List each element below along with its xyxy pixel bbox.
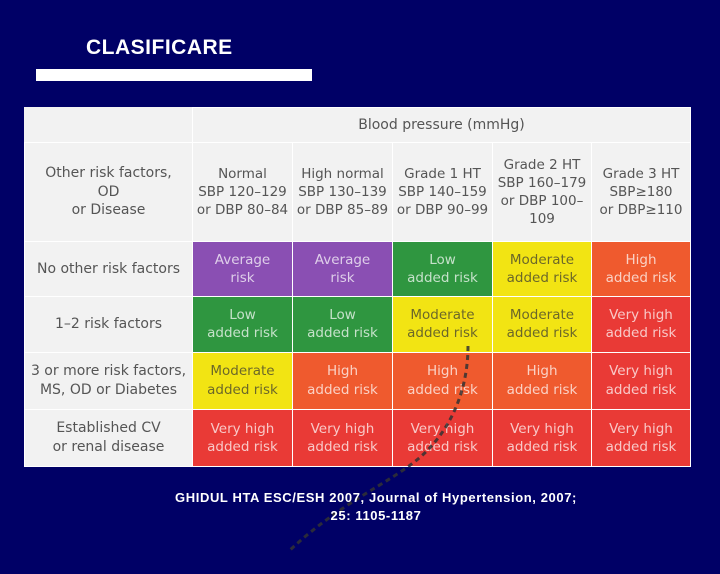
risk-cell: Low added risk: [392, 240, 493, 298]
risk-cell: Very high added risk: [192, 408, 293, 468]
blank-corner-top: [24, 107, 193, 143]
risk-cell: Moderate added risk: [392, 296, 493, 353]
row-label-3-or-more: 3 or more risk factors, MS, OD or Diabete…: [24, 351, 193, 410]
source-caption: GHIDUL HTA ESC/ESH 2007, Journal of Hype…: [0, 489, 720, 525]
risk-cell: Moderate added risk: [192, 351, 293, 410]
caption-line-1: GHIDUL HTA ESC/ESH 2007, Journal of Hype…: [175, 490, 577, 505]
row-label-established-cv: Established CV or renal disease: [24, 408, 193, 468]
col-header-grade1: Grade 1 HT SBP 140–159 or DBP 90–99: [392, 142, 493, 242]
risk-cell: Very high added risk: [292, 408, 393, 468]
caption-line-2: 25: 1105-1187: [330, 508, 422, 523]
col-header-grade2: Grade 2 HT SBP 160–179 or DBP 100–109: [492, 142, 592, 242]
col-header-normal: Normal SBP 120–129 or DBP 80–84: [192, 142, 293, 242]
risk-cell: Very high added risk: [591, 351, 691, 410]
risk-cell: Average risk: [192, 240, 293, 298]
risk-cell: Moderate added risk: [492, 240, 592, 298]
risk-cell: Low added risk: [192, 296, 293, 353]
risk-cell: Low added risk: [292, 296, 393, 353]
risk-cell: Very high added risk: [591, 408, 691, 468]
risk-cell: High added risk: [292, 351, 393, 410]
title-underline: [36, 69, 312, 81]
corner-label: Other risk factors, OD or Disease: [24, 142, 193, 242]
slide-title: CLASIFICARE: [86, 36, 233, 59]
bp-header: Blood pressure (mmHg): [192, 107, 691, 143]
risk-cell: High added risk: [392, 351, 493, 410]
row-label-1-2-risk: 1–2 risk factors: [24, 296, 193, 353]
risk-cell: Very high added risk: [492, 408, 592, 468]
row-label-no-other: No other risk factors: [24, 240, 193, 298]
risk-cell: High added risk: [591, 240, 691, 298]
risk-cell: High added risk: [492, 351, 592, 410]
risk-cell: Very high added risk: [591, 296, 691, 353]
risk-table: Blood pressure (mmHg) Other risk factors…: [24, 107, 691, 468]
risk-cell: Very high added risk: [392, 408, 493, 468]
col-header-high-normal: High normal SBP 130–139 or DBP 85–89: [292, 142, 393, 242]
risk-cell: Moderate added risk: [492, 296, 592, 353]
col-header-grade3: Grade 3 HT SBP≥180 or DBP≥110: [591, 142, 691, 242]
risk-cell: Average risk: [292, 240, 393, 298]
risk-table-panel: Blood pressure (mmHg) Other risk factors…: [24, 107, 691, 554]
